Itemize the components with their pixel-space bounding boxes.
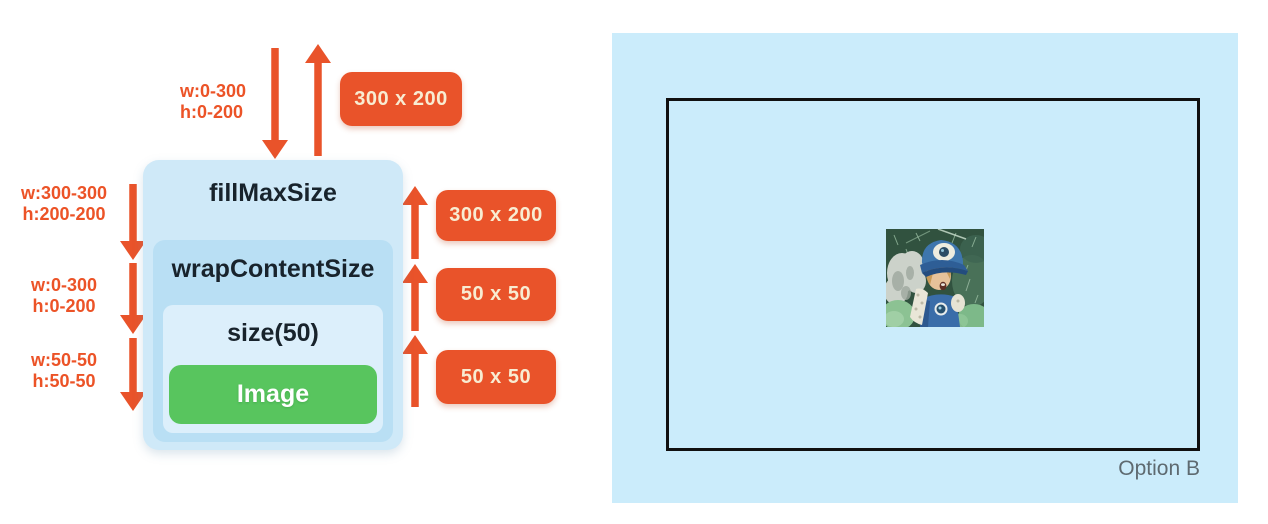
box-size50: size(50) Image (163, 305, 383, 433)
size-up-arrow-top (305, 44, 331, 156)
character-image (886, 229, 984, 327)
constraint-label-size50: w:50-50 h:50-50 (8, 350, 120, 392)
size-badge-wrapcontentsize: 50 x 50 (436, 268, 556, 321)
constraint-height: h:0-200 (180, 102, 244, 122)
box-title-size50: size(50) (227, 319, 319, 347)
box-wrapcontentsize: wrapContentSize size(50) Image (153, 240, 393, 442)
size-up-arrow-1 (402, 186, 428, 259)
constraint-label-top: w:0-300 h:0-200 (180, 81, 246, 123)
size-up-arrow-2 (402, 264, 428, 331)
size-badge-size50: 50 x 50 (436, 350, 556, 404)
size-badge-fillmaxsize: 300 x 200 (436, 190, 556, 241)
option-label: Option B (1118, 457, 1200, 480)
constraints-down-arrow-top (262, 48, 288, 159)
constraint-width: w:0-300 (180, 81, 247, 101)
constraint-height: h:50-50 (32, 371, 96, 391)
size-badge-top: 300 x 200 (340, 72, 462, 126)
box-fillmaxsize: fillMaxSize wrapContentSize size(50) Ima… (143, 160, 403, 450)
constraint-width: w:50-50 (30, 350, 98, 370)
constraint-height: h:0-200 (32, 296, 96, 316)
constraint-label-fillmaxsize: w:300-300 h:200-200 (8, 183, 120, 225)
constraint-height: h:200-200 (22, 204, 106, 224)
box-title-fillmaxsize: fillMaxSize (209, 179, 337, 207)
preview-frame (666, 98, 1200, 451)
preview-panel: Option B (612, 33, 1238, 503)
size-up-arrow-3 (402, 335, 428, 407)
constraint-width: w:0-300 (30, 275, 98, 295)
constraint-width: w:300-300 (20, 183, 108, 203)
box-title-wrapcontentsize: wrapContentSize (171, 255, 375, 283)
box-image: Image (169, 365, 377, 424)
constraint-label-wrapcontentsize: w:0-300 h:0-200 (8, 275, 120, 317)
